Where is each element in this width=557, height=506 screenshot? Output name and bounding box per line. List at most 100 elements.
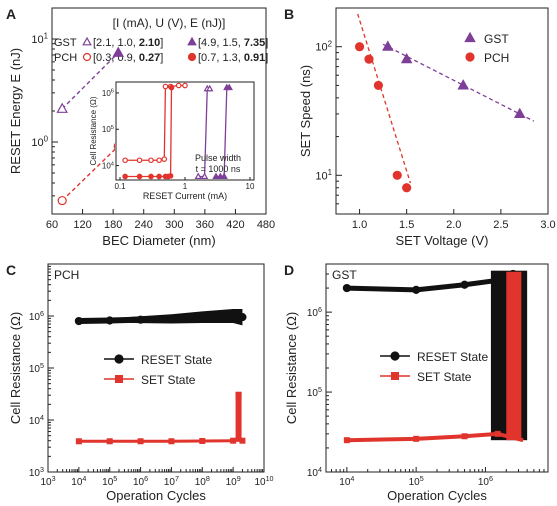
x-tick-label: 300 (165, 219, 183, 231)
inset-x-label: RESET Current (mA) (143, 191, 227, 201)
legend-marker-reset (114, 354, 124, 364)
panel-letter-c: C (6, 262, 16, 278)
inset-point-pch (161, 156, 168, 162)
legend-marker-set (391, 372, 399, 380)
data-point-pch (373, 80, 383, 91)
set-spike (235, 391, 242, 442)
x-tick-label: 2.5 (493, 219, 508, 231)
legend-large-values: [4.9, 1.5, 7.35] (198, 37, 268, 49)
x-tick-label: 105 (102, 474, 117, 488)
data-point-reset (167, 314, 176, 323)
data-point-reset (198, 313, 207, 322)
data-point-pch (402, 183, 412, 193)
y-axis-label: RESET Energy E (nJ) (8, 48, 23, 174)
panel-letter-b: B (284, 6, 294, 22)
legend-label-set: SET State (141, 373, 196, 387)
legend-small-values: [0.3, 0.9, 0.27] (93, 52, 163, 64)
legend-small-values: [2.1, 1.0, 2.10] (93, 37, 163, 49)
legend-name: GST (54, 37, 77, 49)
x-tick-label: 106 (133, 474, 148, 488)
inset-point-pch (168, 84, 175, 91)
x-tick-label: 120 (73, 219, 91, 231)
inset-chart: 0.1 1 10 104 105 106 RESET Current (mA) Cell Re… (89, 81, 255, 201)
data-point-pch (354, 42, 365, 52)
panel-letter-a: A (6, 6, 16, 22)
legend-label-gst: GST (484, 32, 509, 46)
inset-point-pch (156, 173, 162, 180)
inset-x-tick-label: 0.1 (114, 182, 126, 191)
x-tick-label: 1.5 (399, 219, 414, 231)
data-point-set (75, 438, 82, 445)
y-tick-label: 106 (307, 305, 322, 319)
data-point-gst (382, 40, 394, 51)
inset-point-gst (206, 84, 214, 92)
inset-y-label: Cell Resistance (Ω) (89, 96, 98, 165)
x-tick-label: 107 (164, 474, 179, 488)
legend-marker-reset (390, 351, 400, 361)
panel-b: 1.0 1.5 2.0 2.5 3.0 101 102 SET Voltage (V) SET … (298, 7, 556, 248)
legend-marker-pch (465, 52, 475, 62)
inset-y-tick-label: 105 (102, 125, 114, 134)
x-tick-label: 109 (226, 474, 241, 488)
data-point-gst (513, 107, 526, 119)
legend-marker-large (187, 36, 197, 46)
x-tick-label: 360 (196, 219, 214, 231)
data-point-set (230, 437, 237, 444)
inset-point-pch (182, 82, 188, 89)
y-tick-label: 101 (315, 168, 332, 182)
data-point-pch (57, 195, 67, 206)
y-tick-label: 104 (29, 413, 44, 427)
inset-note-pulse-width: Pulse width (195, 153, 241, 163)
x-tick-label: 480 (257, 219, 275, 231)
data-point-reset (460, 280, 469, 289)
data-point-set (494, 430, 501, 437)
y-axis-label: Cell Resistance (Ω) (284, 312, 299, 424)
data-point-reset (412, 285, 421, 294)
panel-title: GST (332, 268, 357, 282)
x-tick-label: 240 (135, 219, 153, 231)
data-point-set (239, 437, 246, 444)
reset-band (78, 308, 243, 326)
x-tick-label: 108 (195, 474, 210, 488)
inset-point-pch (156, 157, 162, 164)
x-tick-label: 1010 (254, 474, 273, 488)
data-point-reset (493, 276, 502, 285)
inset-point-pch (136, 157, 143, 164)
series-line-gst (61, 52, 119, 110)
data-point-gst (112, 46, 125, 57)
data-point-gst (56, 102, 68, 113)
series-line-pch (61, 145, 119, 202)
y-tick-label: 106 (29, 309, 44, 323)
panel-letter-d: D (284, 262, 294, 278)
data-point-reset (229, 311, 238, 321)
x-tick-label: 180 (104, 219, 122, 231)
legend-marker-small (82, 52, 92, 62)
y-axis-label: Cell Resistance (Ω) (8, 312, 23, 424)
x-axis-label: Operation Cycles (106, 488, 206, 503)
inset-x-tick-label: 10 (246, 182, 255, 191)
data-point-set (106, 438, 113, 445)
data-point-set (137, 438, 144, 445)
data-point-set (461, 433, 468, 440)
inset-point-pch (136, 173, 143, 180)
inset-point-gst (225, 83, 233, 91)
legend-label-reset: RESET State (141, 353, 212, 367)
data-point-pch (364, 54, 374, 64)
data-point-gst (400, 52, 413, 64)
set-dense-block (506, 271, 522, 441)
data-point-gst (457, 79, 469, 90)
inset-note-pulse-time: t = 1000 ns (196, 164, 241, 174)
inset-point-gst (220, 172, 228, 180)
data-point-reset (342, 283, 351, 293)
x-tick-label: 104 (339, 474, 354, 488)
legend-label-reset: RESET State (417, 350, 488, 364)
series-line-reset (346, 271, 514, 293)
inset-point-pch (167, 173, 174, 179)
inset-x-tick-label: 1 (183, 182, 188, 191)
data-point-reset (238, 313, 247, 322)
data-point-reset (136, 315, 145, 324)
x-tick-label: 2.0 (446, 219, 461, 231)
x-tick-label: 105 (409, 474, 424, 488)
